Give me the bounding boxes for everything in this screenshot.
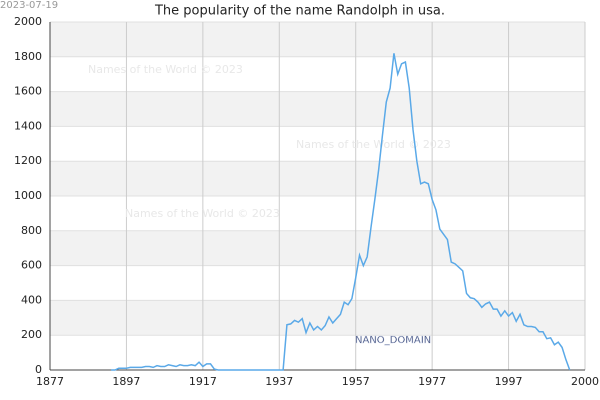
- x-tick-label: 1977: [418, 375, 446, 388]
- x-tick-label: 2000: [571, 375, 599, 388]
- y-tick-label: 1400: [14, 119, 42, 132]
- x-tick-label: 1877: [36, 375, 64, 388]
- grid-band: [50, 91, 585, 127]
- y-tick-label: 800: [21, 224, 42, 237]
- y-tick-label: 200: [21, 328, 42, 341]
- y-tick-label: 1200: [14, 154, 42, 167]
- grid-band: [50, 230, 585, 266]
- date-stamp: 2023-07-19: [0, 0, 58, 11]
- watermark: Names of the World © 2023: [88, 63, 243, 76]
- y-tick-label: 0: [35, 363, 42, 376]
- x-tick-label: 1937: [265, 375, 293, 388]
- chart-title: The popularity of the name Randolph in u…: [154, 4, 445, 19]
- y-tick-label: 2000: [14, 15, 42, 28]
- y-tick-label: 400: [21, 293, 42, 306]
- watermark: Names of the World © 2023: [296, 138, 451, 151]
- watermark: Names of the World © 2023: [125, 207, 280, 220]
- y-tick-label: 1800: [14, 50, 42, 63]
- domain-label: NANO_DOMAIN: [355, 335, 431, 346]
- x-tick-label: 1897: [112, 375, 140, 388]
- line-series: [111, 53, 571, 371]
- y-tick-label: 600: [21, 259, 42, 272]
- y-tick-label: 1000: [14, 189, 42, 202]
- grid-band: [50, 161, 585, 196]
- x-tick-label: 1997: [495, 375, 523, 388]
- grid-band: [50, 300, 585, 336]
- y-tick-label: 1600: [14, 85, 42, 98]
- x-tick-label: 1917: [189, 375, 217, 388]
- x-tick-label: 1957: [342, 375, 370, 388]
- grid-band: [50, 22, 585, 57]
